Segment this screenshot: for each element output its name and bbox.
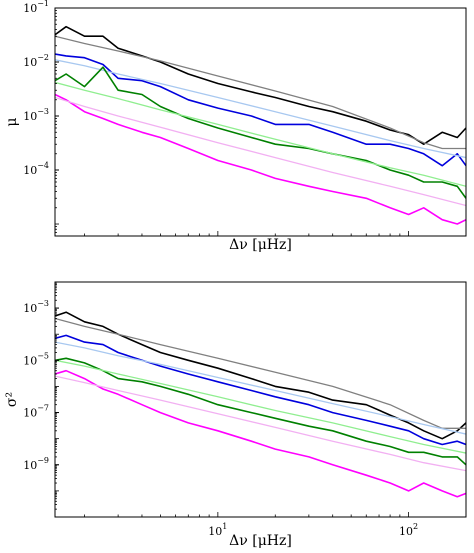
- fit-line-1: [55, 35, 466, 150]
- x-axis-label: Δν [μHz]: [229, 237, 292, 253]
- series-line-4: [55, 66, 466, 199]
- series-line-6: [55, 93, 466, 225]
- y-tick-label: 10−5: [23, 351, 49, 367]
- fit-line-5: [55, 359, 466, 454]
- y-tick-label: 10−1: [23, 0, 49, 15]
- axes-frame: [54, 281, 467, 518]
- fit-line-5: [55, 81, 466, 187]
- plot-area: [55, 25, 466, 225]
- fit-line-3: [55, 59, 466, 159]
- y-axis-label: σ²: [4, 392, 20, 407]
- y-axis-label: μ: [4, 117, 20, 126]
- series-line-2: [55, 334, 466, 446]
- plot-area: [55, 311, 466, 498]
- fit-line-1: [55, 317, 466, 429]
- x-tick-label: 102: [399, 522, 418, 538]
- x-axis-label: Δν [μHz]: [229, 533, 292, 549]
- fit-line-3: [55, 341, 466, 435]
- y-tick-label: 10−3: [23, 299, 49, 315]
- axes-frame: [54, 7, 467, 237]
- series-line-6: [55, 369, 466, 498]
- series-line-0: [55, 311, 466, 440]
- series-line-0: [55, 25, 466, 145]
- y-tick-label: 10−3: [23, 107, 49, 123]
- series-line-4: [55, 357, 466, 466]
- series-line-2: [55, 53, 466, 167]
- y-tick-label: 10−7: [23, 404, 49, 420]
- fit-line-7: [55, 96, 466, 207]
- y-tick-label: 10−4: [23, 161, 49, 177]
- x-tick-label: 101: [208, 522, 227, 538]
- panel-top: 10−1 10−2 10−3 10−4 Δν [μHz] μ: [4, 0, 467, 253]
- y-tick-label: 10−2: [23, 53, 49, 69]
- y-tick-label: 10−9: [23, 456, 49, 472]
- fit-line-7: [55, 375, 466, 472]
- panel-bottom: 10−3 10−5 10−7 10−9 101 102 Δν [μHz] σ²: [4, 281, 467, 549]
